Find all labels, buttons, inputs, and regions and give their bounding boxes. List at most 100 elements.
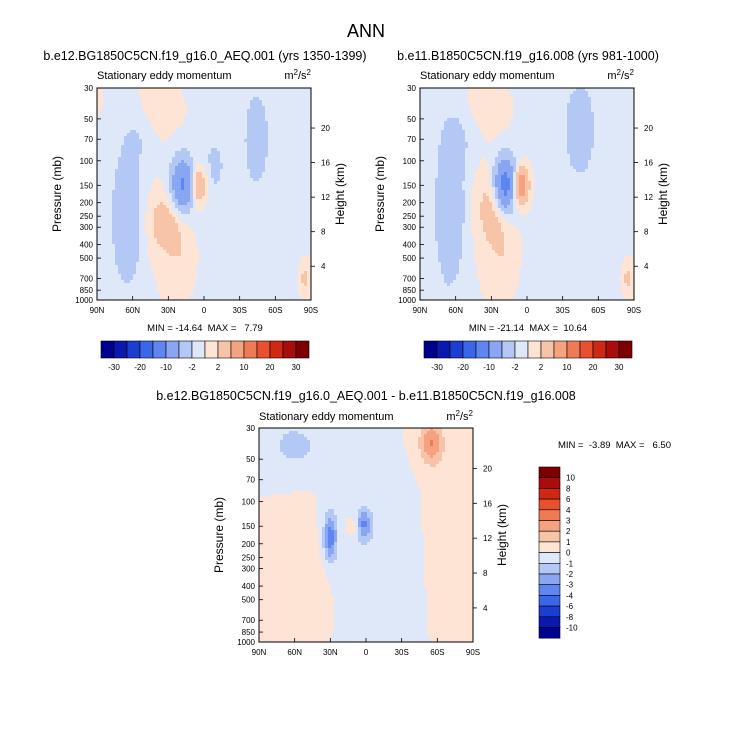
field-cell xyxy=(181,232,184,235)
field-cell xyxy=(241,178,244,181)
field-cell xyxy=(124,163,127,166)
field-cell xyxy=(103,187,106,190)
field-cell xyxy=(283,235,286,238)
field-cell xyxy=(241,205,244,208)
field-cell xyxy=(181,184,184,187)
field-cell xyxy=(298,103,301,106)
field-cell xyxy=(154,217,157,220)
field-cell xyxy=(124,277,127,280)
field-cell xyxy=(208,289,211,292)
field-cell xyxy=(151,268,154,271)
field-cell xyxy=(223,211,226,214)
field-cell xyxy=(133,271,136,274)
field-cell xyxy=(211,205,214,208)
field-cell xyxy=(232,271,235,274)
field-cell xyxy=(196,94,199,97)
field-cell xyxy=(157,214,160,217)
field-cell xyxy=(190,130,193,133)
field-cell xyxy=(241,292,244,295)
field-cell xyxy=(301,286,304,289)
field-cell xyxy=(109,151,112,154)
field-cell xyxy=(175,247,178,250)
field-cell xyxy=(253,127,256,130)
field-cell xyxy=(172,121,175,124)
field-cell xyxy=(109,229,112,232)
field-cell xyxy=(136,211,139,214)
field-cell xyxy=(130,151,133,154)
field-cell xyxy=(184,292,187,295)
field-cell xyxy=(181,145,184,148)
field-cell xyxy=(262,211,265,214)
field-cell xyxy=(244,157,247,160)
field-cell xyxy=(148,172,151,175)
field-cell xyxy=(121,289,124,292)
field-cell xyxy=(250,91,253,94)
field-cell xyxy=(250,115,253,118)
field-cell xyxy=(193,226,196,229)
field-cell xyxy=(238,145,241,148)
field-cell xyxy=(199,193,202,196)
field-cell xyxy=(241,142,244,145)
field-cell xyxy=(151,187,154,190)
field-cell xyxy=(196,223,199,226)
field-cell xyxy=(145,289,148,292)
field-cell xyxy=(304,208,307,211)
field-cell xyxy=(160,154,163,157)
field-cell xyxy=(307,115,310,118)
field-cell xyxy=(253,142,256,145)
field-cell xyxy=(205,94,208,97)
field-cell xyxy=(121,283,124,286)
field-cell xyxy=(268,268,271,271)
field-cell xyxy=(202,265,205,268)
field-cell xyxy=(181,124,184,127)
field-cell xyxy=(136,187,139,190)
field-cell xyxy=(172,259,175,262)
field-cell xyxy=(133,253,136,256)
field-cell xyxy=(250,265,253,268)
field-cell xyxy=(193,253,196,256)
field-cell xyxy=(259,292,262,295)
field-cell xyxy=(127,220,130,223)
field-cell xyxy=(97,172,100,175)
field-cell xyxy=(307,211,310,214)
field-cell xyxy=(139,88,142,91)
field-cell xyxy=(127,277,130,280)
field-cell xyxy=(151,214,154,217)
field-cell xyxy=(142,157,145,160)
field-cell xyxy=(247,223,250,226)
field-cell xyxy=(97,133,100,136)
field-cell xyxy=(208,94,211,97)
field-cell xyxy=(127,142,130,145)
field-cell xyxy=(157,268,160,271)
field-cell xyxy=(226,193,229,196)
field-cell xyxy=(271,268,274,271)
field-cell xyxy=(289,190,292,193)
field-cell xyxy=(184,226,187,229)
field-cell xyxy=(280,160,283,163)
field-cell xyxy=(181,259,184,262)
field-cell xyxy=(175,109,178,112)
field-cell xyxy=(298,97,301,100)
field-cell xyxy=(232,202,235,205)
field-cell xyxy=(283,121,286,124)
field-cell xyxy=(262,289,265,292)
field-cell xyxy=(283,268,286,271)
field-cell xyxy=(196,226,199,229)
field-cell xyxy=(130,193,133,196)
field-cell xyxy=(133,274,136,277)
field-cell xyxy=(157,289,160,292)
field-cell xyxy=(187,148,190,151)
field-cell xyxy=(196,262,199,265)
field-cell xyxy=(247,283,250,286)
field-cell xyxy=(250,208,253,211)
field-cell xyxy=(184,124,187,127)
field-cell xyxy=(190,175,193,178)
field-cell xyxy=(121,202,124,205)
field-cell xyxy=(220,181,223,184)
field-cell xyxy=(121,199,124,202)
field-cell xyxy=(169,106,172,109)
field-cell xyxy=(124,208,127,211)
field-cell xyxy=(160,295,163,298)
field-cell xyxy=(190,190,193,193)
field-cell xyxy=(217,103,220,106)
